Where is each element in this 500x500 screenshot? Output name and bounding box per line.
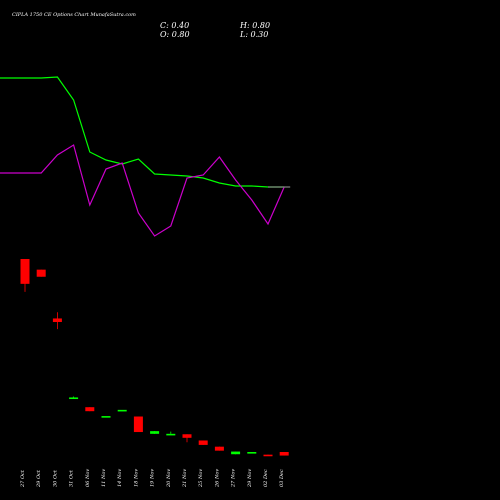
- candle-body: [214, 446, 224, 451]
- x-tick-label: 11 Nov: [101, 469, 107, 487]
- candle: [214, 446, 224, 451]
- x-tick-label: 20 Nov: [166, 469, 172, 488]
- candle-body: [231, 451, 241, 455]
- candle-body: [20, 259, 30, 284]
- x-tick-label: 30 Oct: [52, 469, 58, 487]
- candle-body: [150, 431, 160, 434]
- candle-body: [85, 407, 95, 412]
- candle-body: [101, 416, 111, 418]
- candle-body: [69, 397, 79, 400]
- candle-body: [52, 318, 62, 323]
- candle: [263, 454, 273, 457]
- x-tick-label: 19 Nov: [150, 469, 156, 487]
- candle-body: [182, 434, 192, 438]
- x-tick-label: 25 Nov: [198, 469, 204, 488]
- candle-body: [198, 440, 208, 445]
- candle: [69, 396, 79, 400]
- candle: [279, 452, 289, 456]
- close-value: C: 0.40: [160, 21, 189, 30]
- candle: [150, 431, 160, 434]
- candle: [166, 431, 176, 436]
- candle: [52, 312, 62, 330]
- candle-body: [247, 452, 257, 454]
- indicator-line-2: [0, 144, 285, 237]
- candle: [247, 452, 257, 454]
- candlestick-series: [20, 259, 289, 457]
- x-tick-label: 27 Oct: [20, 469, 26, 488]
- chart-title: CIPLA 1750 CE Options Chart MunafaSutra.…: [12, 12, 136, 18]
- candle: [231, 451, 241, 455]
- x-tick-label: 18 Nov: [133, 469, 139, 487]
- candle-body: [263, 454, 273, 457]
- indicator-lines: [0, 76, 291, 237]
- candle-body: [117, 409, 127, 412]
- low-value: L: 0.30: [239, 30, 268, 39]
- open-value: O: 0.80: [160, 30, 190, 39]
- candle: [198, 440, 208, 445]
- x-tick-label: 29 Oct: [36, 469, 42, 488]
- candle: [133, 416, 143, 433]
- candle: [182, 434, 192, 443]
- x-tick-label: 29 Nov: [247, 469, 253, 488]
- indicator-line-1: [0, 76, 285, 188]
- candle-body: [36, 269, 46, 277]
- x-tick-label: 31 Oct: [69, 469, 75, 487]
- candle-body: [279, 452, 289, 456]
- x-tick-label: 14 Nov: [117, 469, 123, 487]
- x-tick-label: 21 Nov: [182, 469, 188, 488]
- x-tick-label: 02 Dec: [263, 469, 269, 487]
- x-axis-labels: 27 Oct 29 Oct 30 Oct 31 Oct 06 Nov 11 Nov 14 N…: [20, 469, 285, 488]
- x-tick-label: 03 Dec: [279, 469, 285, 487]
- candle: [101, 416, 111, 418]
- candle: [117, 409, 127, 412]
- x-tick-label: 26 Nov: [214, 469, 220, 488]
- candle-body: [133, 416, 143, 433]
- high-value: H: 0.80: [239, 21, 270, 30]
- candle: [85, 407, 95, 412]
- candle: [36, 269, 46, 277]
- candle: [20, 259, 30, 292]
- candle-body: [166, 433, 176, 436]
- x-tick-label: 06 Nov: [85, 469, 91, 487]
- x-tick-label: 27 Nov: [231, 469, 237, 488]
